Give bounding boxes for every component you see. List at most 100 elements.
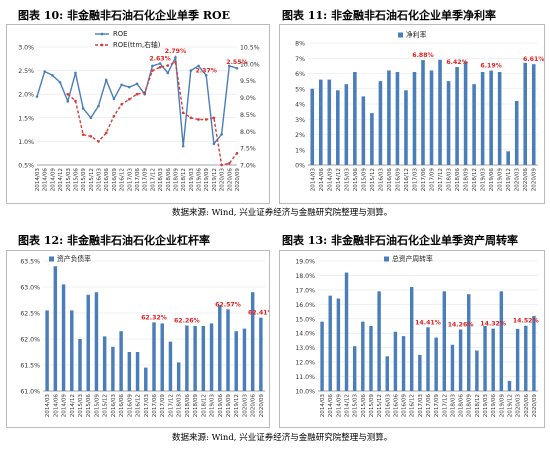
bar [353,71,357,165]
data-point [128,97,131,101]
data-point [51,74,54,77]
y-tick-label: 10.0% [295,389,315,396]
bar [226,309,230,391]
data-point [89,116,93,120]
legend-swatch [384,256,389,262]
x-tick-label: 2019/12 [506,168,512,191]
bar [344,272,349,391]
bar [234,331,238,391]
bar [344,84,349,165]
data-point [89,135,93,138]
bar [328,295,332,391]
x-tick-label: 2015/03 [78,394,84,418]
x-tick-label: 2019/09 [226,394,232,418]
bar [455,67,459,165]
bar [499,291,504,391]
data-point [120,103,123,106]
data-point [181,144,185,148]
bar [463,61,468,165]
y-tick-label: 62.5% [20,311,40,318]
source-note-bottom: 数据来源: Wind, 兴业证券经济与金融研究院整理与测算。 [172,433,393,443]
data-label: 14.41% [415,319,441,326]
data-point [228,64,231,68]
legend-marker [100,32,104,36]
x-tick-label: 2016/03 [111,394,117,418]
x-tick-label: 2018/09 [193,394,199,418]
x-tick-label: 2019/03 [481,168,487,192]
bar [412,71,417,165]
x-tick-label: 2018/12 [201,394,207,417]
x-tick-label: 2019/09 [498,168,504,192]
x-tick-label: 2014/12 [336,168,342,191]
bar [524,325,528,391]
data-label: 62.32% [141,314,167,321]
x-tick-label: 2015/06 [86,394,92,418]
chart-12-box: 61.0% 61.5% 62.0% 62.5% 63.0% 63.5% 2014/03 201… [6,250,274,428]
data-point [174,60,177,64]
bar [318,79,323,165]
x-tick-label: 2015/09 [94,394,100,418]
x-tick-label: 2015/12 [370,168,376,191]
x-tick-label: 2014/03 [310,168,316,192]
bar [387,70,391,165]
data-point [189,116,193,120]
y-tick-label: 63.0% [20,285,40,292]
bar [450,344,455,391]
data-point [197,118,200,121]
bar [45,310,49,391]
bar [160,323,164,391]
bar [152,322,156,391]
x-tick-label: 2019/12 [234,394,240,417]
data-point [43,70,46,73]
data-point [174,56,177,59]
bar [434,337,438,391]
data-label: 6.42% [446,59,467,66]
x-tick-label: 2015/03 [353,394,359,418]
y-tick-label: 61.5% [20,363,40,370]
data-point [35,95,39,98]
bar [531,64,536,165]
data-point [158,65,162,69]
x-tick-label: 2019/03 [483,394,489,418]
data-label: 62.26% [174,317,200,324]
legend-label: 总资产周转率 [392,254,433,263]
bar [259,317,263,391]
x-tick-label: 2017/06 [152,394,158,418]
y-tick-label-right: 9.5% [240,78,256,85]
x-tick-label: 2019/09 [499,394,505,418]
x-tick-label: 2015/06 [73,168,79,192]
bar [429,70,434,165]
bar [242,328,247,391]
data-label: 14.32% [480,321,506,328]
y-tick-label: 8% [295,41,305,48]
bar [515,328,520,391]
y-tick-label: 62.0% [20,337,40,344]
bar [209,323,214,391]
data-label: 2.37% [195,68,216,75]
x-tick-label: 2019/09 [204,168,210,192]
y-tick-label-right: 7.0% [240,163,256,170]
data-label: 14.26% [448,321,474,328]
x-tick-label: 2017/03 [412,168,418,192]
bar [442,291,447,391]
x-tick-label: 2018/12 [472,168,478,191]
bar [418,354,422,391]
x-tick-label: 2018/06 [185,394,191,418]
bar [395,71,400,165]
x-tick-label: 2017/06 [421,168,427,192]
x-tick-label: 2019/06 [489,168,495,192]
data-point [228,162,231,165]
x-tick-label: 2014/12 [58,168,64,191]
bar [310,88,315,165]
data-point [120,83,123,87]
bar [327,79,332,165]
data-point [181,111,185,115]
data-point [158,62,162,65]
chart-13-box: 10.0% 11.0% 12.0% 13.0% 14.0% 15.0% 16.0% 17.0%… [279,250,545,428]
x-tick-label: 2020/09 [532,394,538,418]
data-point [189,69,193,72]
bar [480,71,485,165]
y-tick-label: 0% [295,163,305,170]
y-tick-label-left: 3.0% [18,45,34,52]
bar [369,326,373,391]
